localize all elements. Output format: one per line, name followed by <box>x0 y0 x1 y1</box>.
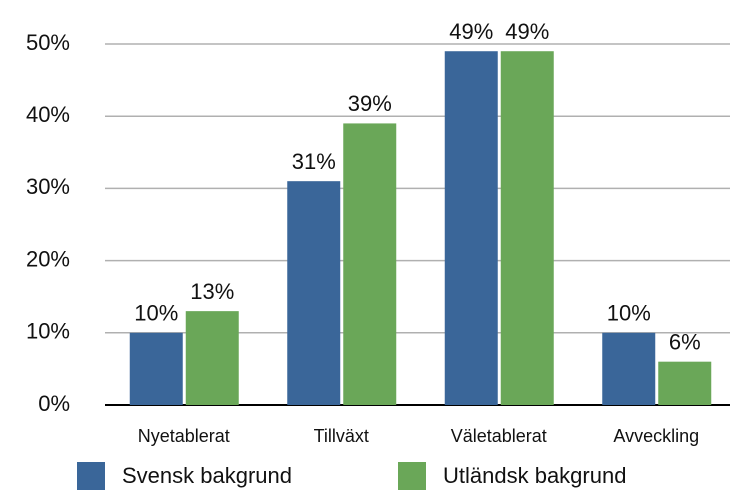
bar <box>500 51 554 405</box>
value-label: 10% <box>607 301 651 326</box>
value-label: 10% <box>134 301 178 326</box>
bar <box>658 361 712 405</box>
value-label: 49% <box>449 19 493 44</box>
value-label: 6% <box>669 329 701 354</box>
x-tick-label: Väletablerat <box>451 426 547 446</box>
x-tick-label: Nyetablerat <box>138 426 230 446</box>
y-tick-label: 0% <box>38 391 70 416</box>
bar <box>287 181 341 405</box>
x-tick-label: Avveckling <box>613 426 699 446</box>
bar <box>444 51 498 405</box>
value-label: 31% <box>292 149 336 174</box>
legend-swatch <box>398 462 426 490</box>
bar <box>185 311 239 405</box>
bar <box>343 123 397 406</box>
y-tick-label: 20% <box>26 246 70 271</box>
y-tick-label: 50% <box>26 30 70 55</box>
y-tick-label: 40% <box>26 102 70 127</box>
value-label: 13% <box>190 279 234 304</box>
legend-label: Svensk bakgrund <box>122 463 292 488</box>
y-tick-label: 30% <box>26 174 70 199</box>
legend-label: Utländsk bakgrund <box>443 463 626 488</box>
x-tick-label: Tillväxt <box>314 426 369 446</box>
y-tick-label: 10% <box>26 319 70 344</box>
bar <box>602 332 656 405</box>
bar <box>129 332 183 405</box>
value-label: 49% <box>505 19 549 44</box>
legend-swatch <box>77 462 105 490</box>
value-label: 39% <box>348 91 392 116</box>
